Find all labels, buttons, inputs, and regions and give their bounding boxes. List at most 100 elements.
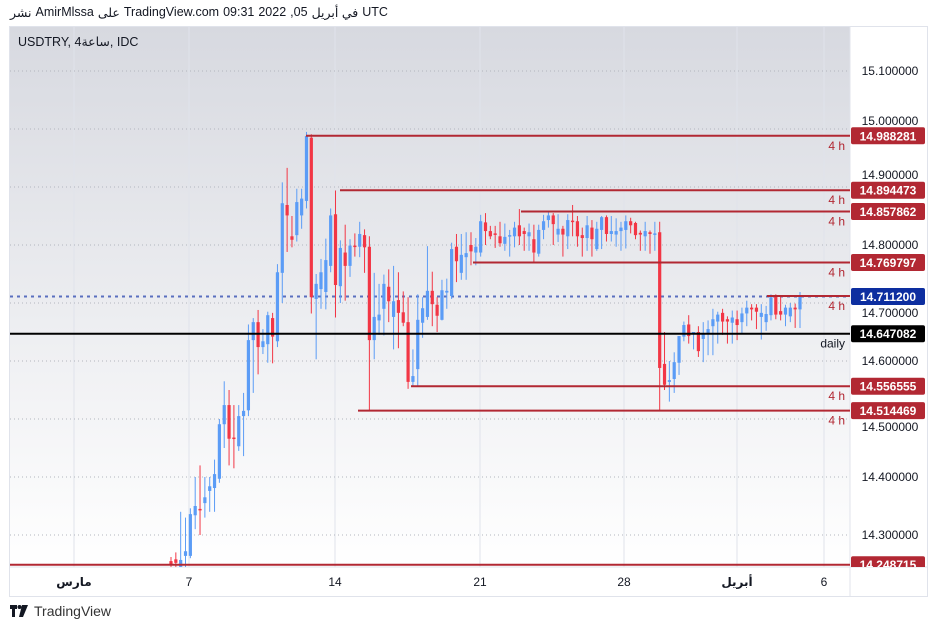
candle-down xyxy=(353,233,357,257)
candle-body xyxy=(662,363,667,385)
candle-up xyxy=(425,246,430,320)
candle-body xyxy=(435,304,439,316)
candle-up xyxy=(740,307,744,334)
candle-down xyxy=(720,308,725,335)
candle-down xyxy=(793,303,797,328)
candle-body xyxy=(440,290,444,320)
y-tick-label: 14.800000 xyxy=(862,238,919,252)
candle-body xyxy=(169,561,173,564)
candle-body xyxy=(503,236,507,244)
x-tick-label: 21 xyxy=(473,575,487,589)
candle-down xyxy=(696,326,700,357)
candle-up xyxy=(358,221,362,258)
candle-body xyxy=(416,319,420,370)
candle-down xyxy=(406,297,410,389)
candle-up xyxy=(295,188,299,242)
candle-up xyxy=(391,265,396,350)
candle-up xyxy=(319,258,323,309)
candle-up xyxy=(251,318,255,393)
candle-body xyxy=(687,324,691,337)
candle-body xyxy=(333,214,338,286)
level-label-bg xyxy=(851,127,925,145)
candle-body xyxy=(730,317,734,323)
candle-body xyxy=(377,314,381,321)
candle-up xyxy=(546,211,550,228)
plot-area xyxy=(10,131,850,567)
candle-down xyxy=(343,224,347,301)
candle-body xyxy=(764,314,768,323)
candle-up xyxy=(667,361,671,402)
candle-down xyxy=(309,134,313,314)
candle-body xyxy=(290,236,294,240)
chart-frame xyxy=(9,26,928,597)
candle-down xyxy=(493,225,497,248)
candle-body xyxy=(445,290,449,293)
candle-up xyxy=(474,238,478,266)
candle-body xyxy=(779,311,783,315)
candle-body xyxy=(580,235,584,239)
candle-body xyxy=(609,231,613,234)
candle-up xyxy=(382,274,386,336)
level-timeframe-tag: 4 h xyxy=(828,299,845,313)
candle-body xyxy=(212,474,217,489)
header-text-part: AmirMlssa xyxy=(35,5,94,19)
y-tick-label: 14.400000 xyxy=(862,470,919,484)
y-tick-label: 14.500000 xyxy=(862,420,919,434)
candle-body xyxy=(624,221,628,230)
candle-up xyxy=(527,223,531,251)
candle-up xyxy=(222,381,226,448)
candle-up xyxy=(653,221,657,251)
brand-name: TradingView xyxy=(34,603,112,619)
candle-body xyxy=(358,233,362,247)
candle-down xyxy=(488,225,492,240)
candle-body xyxy=(179,559,183,567)
level-price-label: 14.248715 xyxy=(851,556,925,572)
candle-body xyxy=(788,307,792,317)
candle-body xyxy=(469,245,473,252)
candle-down xyxy=(735,310,739,341)
candle-down xyxy=(750,304,754,321)
current-price-label-bg xyxy=(851,288,925,306)
level-timeframe-tag: 4 h xyxy=(828,389,845,403)
candle-body xyxy=(735,319,739,326)
candle-body xyxy=(783,307,788,315)
candle-body xyxy=(338,247,342,287)
candle-body xyxy=(648,232,652,234)
candle-body xyxy=(750,307,754,310)
candle-body xyxy=(217,424,221,479)
header-text-part: TradingView.com xyxy=(123,5,220,19)
candle-up xyxy=(208,477,212,512)
candle-body xyxy=(188,514,192,556)
candle-body xyxy=(459,254,463,273)
header-text-part: 2022 xyxy=(258,5,287,19)
candle-down xyxy=(435,297,439,332)
candle-up xyxy=(212,459,217,512)
level-timeframe-tag: 4 h xyxy=(828,266,845,280)
header-text-part: نشر xyxy=(10,6,32,20)
candle-body xyxy=(421,308,425,323)
level-label-text: 14.248715 xyxy=(860,558,917,572)
candle-body xyxy=(198,508,202,511)
header-text-part: على xyxy=(97,6,120,20)
x-tick-label: 7 xyxy=(186,575,193,589)
candle-body xyxy=(798,296,802,310)
candle-body xyxy=(430,290,434,305)
candle-down xyxy=(198,465,202,535)
candle-body xyxy=(343,252,347,266)
candle-down xyxy=(774,294,778,320)
candle-body xyxy=(266,315,270,345)
candle-body xyxy=(295,202,299,236)
candle-body xyxy=(720,312,725,322)
candle-down xyxy=(648,230,652,254)
candle-down xyxy=(285,167,289,252)
candle-down xyxy=(638,230,642,251)
candle-up xyxy=(377,283,381,335)
candle-body xyxy=(595,228,599,250)
candle-up xyxy=(179,511,183,567)
level-price-label: 14.556555 xyxy=(851,377,925,395)
candle-body xyxy=(222,405,226,425)
candle-body xyxy=(532,239,536,253)
candle-body xyxy=(425,290,430,317)
current-price-label: 14.711200 xyxy=(860,290,916,304)
